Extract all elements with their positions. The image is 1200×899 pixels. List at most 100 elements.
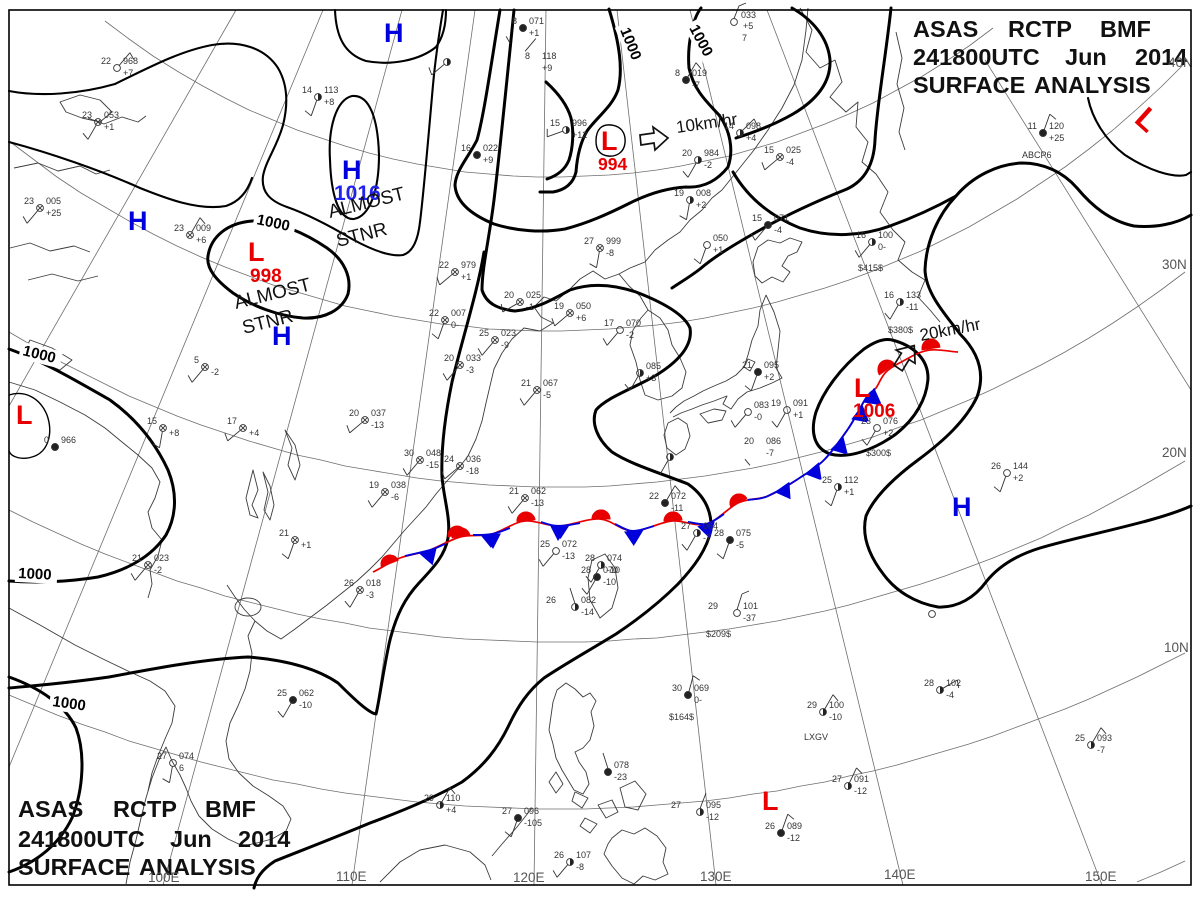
svg-text:17: 17 (604, 318, 614, 328)
svg-text:+2: +2 (1013, 473, 1023, 483)
svg-text:21: 21 (742, 360, 752, 370)
svg-text:21: 21 (521, 378, 531, 388)
svg-text:SURFACE: SURFACE (18, 854, 130, 880)
svg-text:018: 018 (366, 578, 381, 588)
svg-text:+4: +4 (249, 428, 259, 438)
svg-text:40N: 40N (1168, 55, 1193, 70)
svg-text:H: H (272, 321, 292, 351)
svg-text:20: 20 (349, 408, 359, 418)
svg-text:-7: -7 (703, 533, 711, 543)
svg-text:-18: -18 (466, 466, 479, 476)
svg-text:019: 019 (692, 68, 707, 78)
svg-text:28: 28 (714, 528, 724, 538)
svg-text:+12: +12 (572, 130, 587, 140)
svg-text:RCTP: RCTP (113, 796, 177, 822)
svg-text:033: 033 (466, 353, 481, 363)
svg-text:-12: -12 (787, 833, 800, 843)
svg-text:-12: -12 (706, 812, 719, 822)
svg-text:062: 062 (299, 688, 314, 698)
svg-text:21: 21 (132, 553, 142, 563)
svg-text:130E: 130E (700, 869, 732, 884)
svg-text:30: 30 (404, 448, 414, 458)
svg-text:+4: +4 (746, 133, 756, 143)
svg-text:11: 11 (1028, 121, 1037, 131)
svg-text:120: 120 (1049, 121, 1064, 131)
svg-text:023: 023 (154, 553, 169, 563)
svg-text:+6: +6 (576, 313, 586, 323)
svg-text:Jun: Jun (170, 826, 212, 852)
svg-text:005: 005 (46, 196, 61, 206)
svg-text:070: 070 (626, 318, 641, 328)
svg-text:25: 25 (540, 539, 550, 549)
svg-text:-13: -13 (531, 498, 544, 508)
svg-text:8: 8 (512, 16, 517, 26)
svg-text:23: 23 (174, 223, 184, 233)
svg-text:20N: 20N (1162, 445, 1187, 460)
svg-text:-105: -105 (524, 818, 542, 828)
svg-text:21: 21 (279, 528, 289, 538)
svg-text:100: 100 (829, 700, 844, 710)
svg-text:28: 28 (924, 678, 934, 688)
svg-text:098: 098 (746, 121, 761, 131)
svg-text:7: 7 (742, 33, 747, 43)
svg-text:150E: 150E (1085, 869, 1117, 884)
svg-text:968: 968 (123, 56, 138, 66)
svg-text:27: 27 (502, 806, 512, 816)
svg-text:074: 074 (607, 553, 622, 563)
svg-text:ASAS: ASAS (18, 796, 83, 822)
svg-text:-4: -4 (946, 690, 954, 700)
svg-text:25: 25 (277, 688, 287, 698)
svg-text:1016: 1016 (334, 182, 381, 205)
svg-text:071: 071 (774, 213, 789, 223)
svg-text:095: 095 (764, 360, 779, 370)
svg-text:113: 113 (324, 85, 338, 95)
svg-text:-3: -3 (366, 590, 374, 600)
svg-text:$209$: $209$ (706, 629, 731, 639)
svg-text:-7: -7 (692, 80, 700, 90)
svg-text:102: 102 (946, 678, 961, 688)
svg-text:048: 048 (426, 448, 441, 458)
svg-text:27: 27 (157, 751, 167, 761)
svg-text:023: 023 (501, 328, 516, 338)
svg-text:25: 25 (822, 475, 832, 485)
svg-text:10N: 10N (1164, 640, 1189, 655)
svg-text:-4: -4 (786, 157, 794, 167)
svg-text:ABCP6: ABCP6 (1022, 150, 1052, 160)
svg-text:20: 20 (444, 353, 454, 363)
svg-text:17: 17 (227, 416, 237, 426)
svg-text:078: 078 (614, 760, 629, 770)
svg-text:23: 23 (24, 196, 34, 206)
svg-text:110: 110 (446, 793, 460, 803)
svg-text:26: 26 (765, 821, 775, 831)
svg-text:-12: -12 (854, 786, 867, 796)
svg-text:29: 29 (708, 601, 718, 611)
svg-text:025: 025 (786, 145, 801, 155)
svg-text:007: 007 (451, 308, 466, 318)
svg-text:1006: 1006 (853, 401, 895, 422)
svg-text:086: 086 (766, 436, 781, 446)
svg-text:$300$: $300$ (866, 448, 891, 458)
svg-text:050: 050 (576, 301, 591, 311)
svg-text:-13: -13 (371, 420, 384, 430)
svg-text:Jun: Jun (1065, 44, 1107, 70)
svg-text:15: 15 (147, 416, 157, 426)
svg-text:110E: 110E (336, 869, 367, 884)
svg-text:23: 23 (861, 416, 871, 426)
svg-text:-7: -7 (766, 448, 774, 458)
svg-text:28: 28 (585, 553, 595, 563)
svg-text:093: 093 (1097, 733, 1112, 743)
svg-text:-1: -1 (526, 302, 534, 312)
svg-text:064: 064 (703, 521, 718, 531)
svg-text:H: H (952, 492, 972, 522)
svg-text:096: 096 (524, 806, 539, 816)
svg-text:16: 16 (884, 290, 894, 300)
svg-text:100E: 100E (148, 870, 180, 885)
svg-text:037: 037 (371, 408, 386, 418)
svg-text:16: 16 (856, 230, 866, 240)
svg-text:-10: -10 (603, 577, 616, 587)
svg-text:22: 22 (649, 491, 659, 501)
svg-text:112: 112 (844, 475, 858, 485)
svg-text:+25: +25 (1049, 133, 1064, 143)
svg-text:+2: +2 (696, 200, 706, 210)
svg-text:30N: 30N (1162, 257, 1187, 272)
